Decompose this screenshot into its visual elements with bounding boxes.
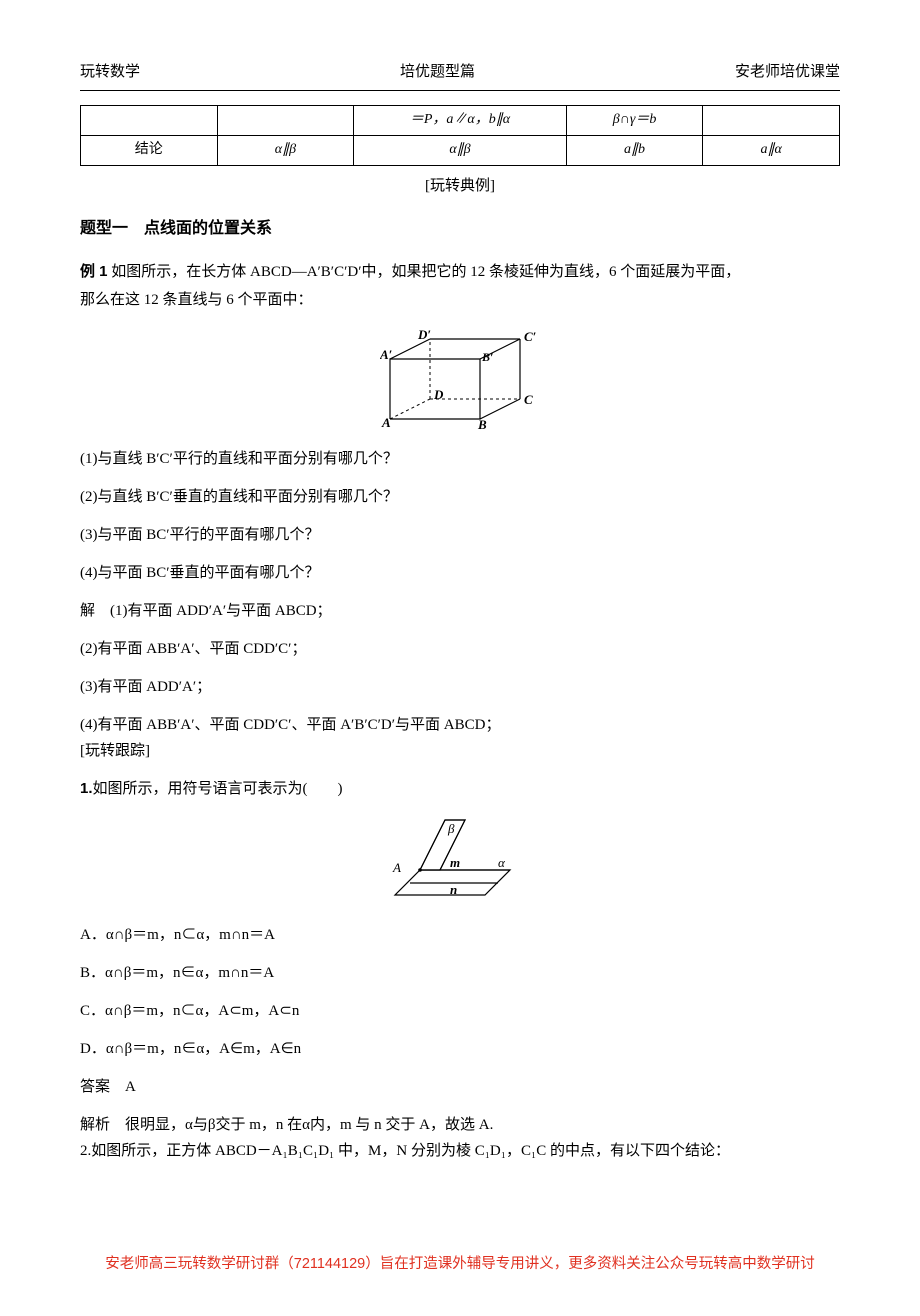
question-4: (4)与平面 BC′垂直的平面有哪几个？ bbox=[80, 561, 840, 585]
header-left: 玩转数学 bbox=[80, 60, 140, 84]
header-right: 安老师培优课堂 bbox=[735, 60, 840, 84]
cell-r1c3: ＝P，a∥α，b∥α bbox=[354, 106, 567, 136]
track-note: [玩转跟踪] bbox=[80, 739, 840, 763]
example-label: 例 1 bbox=[80, 263, 108, 280]
cell-r2c1: 结论 bbox=[81, 136, 218, 166]
svg-text:D′: D′ bbox=[417, 329, 431, 342]
question-3: (3)与平面 BC′平行的平面有哪几个？ bbox=[80, 523, 840, 547]
center-note: [玩转典例] bbox=[80, 174, 840, 198]
svg-text:B′: B′ bbox=[481, 350, 493, 364]
option-a: A．α∩β＝m，n⊂α，m∩n＝A bbox=[80, 923, 840, 947]
svg-text:A: A bbox=[392, 860, 401, 875]
question-2: (2)与直线 B′C′垂直的直线和平面分别有哪几个？ bbox=[80, 485, 840, 509]
problem-1-text: 如图所示，用符号语言可表示为( ) bbox=[93, 781, 343, 797]
cell-r1c2 bbox=[217, 106, 354, 136]
answer-3: (3)有平面 ADD′A′； bbox=[80, 675, 840, 699]
answer-label: 答案 A bbox=[80, 1075, 840, 1099]
page-header: 玩转数学 培优题型篇 安老师培优课堂 bbox=[80, 60, 840, 91]
svg-text:α: α bbox=[498, 855, 506, 870]
option-b: B．α∩β＝m，n∈α，m∩n＝A bbox=[80, 961, 840, 985]
answer-2: (2)有平面 ABB′A′、平面 CDD′C′； bbox=[80, 637, 840, 661]
svg-text:n: n bbox=[450, 882, 457, 897]
svg-text:D: D bbox=[433, 387, 444, 402]
header-center: 培优题型篇 bbox=[400, 60, 475, 84]
svg-text:C′: C′ bbox=[524, 329, 537, 344]
cuboid-figure: A B C D A′ B′ C′ D′ bbox=[80, 329, 840, 429]
example-text-b: 那么在这 12 条直线与 6 个平面中： bbox=[80, 292, 313, 308]
section-title: 题型一 点线面的位置关系 bbox=[80, 216, 840, 242]
answer-4: (4)有平面 ABB′A′、平面 CDD′C′、平面 A′B′C′D′与平面 A… bbox=[80, 713, 840, 737]
cell-r1c5 bbox=[703, 106, 840, 136]
svg-text:A: A bbox=[381, 415, 391, 429]
cuboid-svg: A B C D A′ B′ C′ D′ bbox=[380, 329, 540, 429]
page-footer: 安老师高三玩转数学研讨群（721144129）旨在打造课外辅导专用讲义，更多资料… bbox=[80, 1253, 840, 1316]
problem-1: 1.如图所示，用符号语言可表示为( ) bbox=[80, 777, 840, 801]
cell-r2c4: a∥b bbox=[566, 136, 703, 166]
planes-figure: A β α m n bbox=[80, 815, 840, 905]
cell-r2c2: α∥β bbox=[217, 136, 354, 166]
question-1: (1)与直线 B′C′平行的直线和平面分别有哪几个？ bbox=[80, 447, 840, 471]
svg-text:m: m bbox=[450, 855, 460, 870]
planes-svg: A β α m n bbox=[390, 815, 530, 905]
option-d: D．α∩β＝m，n∈α，A∈m，A∈n bbox=[80, 1037, 840, 1061]
cell-r2c3: α∥β bbox=[354, 136, 567, 166]
example-1: 例 1 如图所示，在长方体 ABCD—A′B′C′D′中，如果把它的 12 条棱… bbox=[80, 258, 840, 315]
explanation: 解析 很明显，α与β交于 m，n 在α内，m 与 n 交于 A，故选 A. bbox=[80, 1113, 840, 1137]
answer-1: 解 (1)有平面 ADD′A′与平面 ABCD； bbox=[80, 599, 840, 623]
problem-2: 2.如图所示，正方体 ABCD－A₁B₁C₁D₁ 中，M，N 分别为棱 C₁D₁… bbox=[80, 1139, 840, 1163]
problem-1-num: 1. bbox=[80, 780, 93, 797]
table-row: ＝P，a∥α，b∥α β∩γ＝b bbox=[81, 106, 840, 136]
table-row: 结论 α∥β α∥β a∥b a∥α bbox=[81, 136, 840, 166]
option-c: C．α∩β＝m，n⊂α，A⊂m，A⊂n bbox=[80, 999, 840, 1023]
cell-r2c5: a∥α bbox=[703, 136, 840, 166]
theory-table: ＝P，a∥α，b∥α β∩γ＝b 结论 α∥β α∥β a∥b a∥α bbox=[80, 105, 840, 166]
cell-r1c1 bbox=[81, 106, 218, 136]
cell-r1c4: β∩γ＝b bbox=[566, 106, 703, 136]
example-text-a: 如图所示，在长方体 ABCD—A′B′C′D′中，如果把它的 12 条棱延伸为直… bbox=[111, 264, 740, 280]
svg-text:C: C bbox=[524, 392, 533, 407]
svg-text:β: β bbox=[447, 821, 455, 836]
svg-text:B: B bbox=[477, 417, 487, 429]
svg-text:A′: A′ bbox=[380, 347, 393, 362]
